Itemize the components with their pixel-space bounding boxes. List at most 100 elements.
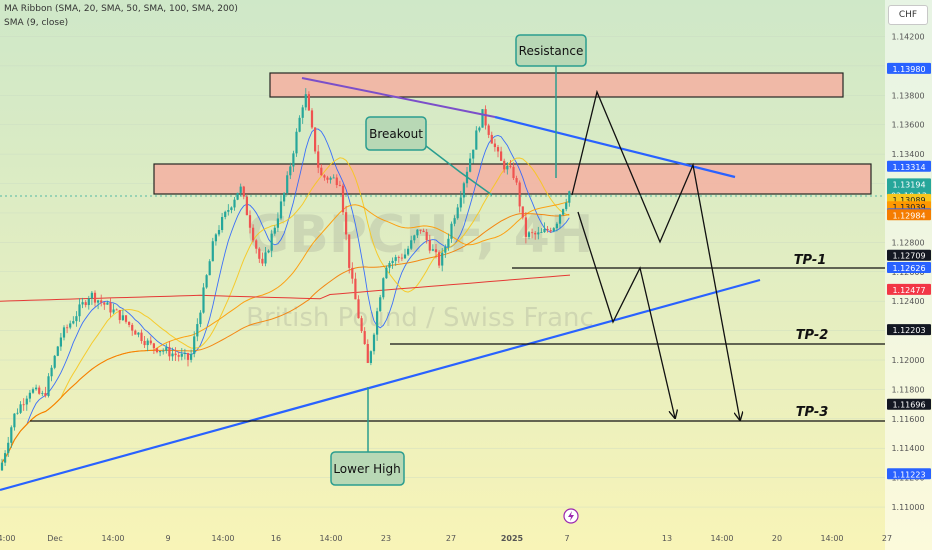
lower-high-callout[interactable]: Lower High <box>330 387 405 486</box>
candle-body <box>357 299 360 319</box>
candle-body <box>162 350 165 352</box>
event-icon[interactable] <box>563 508 579 524</box>
price-tick-label: 1.12000 <box>891 356 924 365</box>
candle-body <box>434 249 438 253</box>
candle-body <box>416 229 419 236</box>
candle-body <box>521 206 524 218</box>
candle-body <box>301 107 304 118</box>
candle-body <box>431 249 434 251</box>
time-tick-label: 14:00 <box>820 534 843 543</box>
candle-body <box>106 302 109 305</box>
candle-body <box>304 94 307 108</box>
candle-body <box>28 392 31 399</box>
candle-body <box>565 202 568 210</box>
candle-body <box>149 340 152 344</box>
candle-body <box>283 193 286 202</box>
candle-body <box>227 210 230 212</box>
indicator-legend-sma[interactable]: SMA (9, close) <box>4 18 69 28</box>
price-tick-label: 1.12400 <box>891 297 924 306</box>
candle-body <box>509 165 512 167</box>
time-tick-label: 14:00 <box>101 534 124 543</box>
time-tick-label: 14:00 <box>710 534 733 543</box>
candle-body <box>81 302 84 305</box>
candle-body <box>90 292 93 299</box>
time-axis[interactable]: 14:00 Dec 14:00 9 14:00 16 14:00 23 27 2025 7 13 14:… <box>0 534 892 543</box>
candle-body <box>183 353 186 355</box>
candle-body <box>456 207 459 219</box>
candle-body <box>177 355 180 357</box>
candle-body <box>261 258 264 264</box>
candle-body <box>450 223 453 239</box>
time-tick-label: Dec <box>47 534 62 543</box>
price-label-badge <box>887 209 931 221</box>
candle-body <box>252 227 255 241</box>
candle-body <box>298 117 301 132</box>
candle-body <box>314 127 317 152</box>
candle-body <box>202 287 205 313</box>
candle-body <box>338 185 341 186</box>
candle-body <box>87 298 90 306</box>
candle-body <box>50 367 53 377</box>
price-label-text: 1.11223 <box>892 470 925 479</box>
candle-body <box>186 353 190 360</box>
candle-body <box>360 318 363 332</box>
candle-body <box>0 462 4 471</box>
resistance-callout[interactable]: Resistance <box>515 34 587 178</box>
candle-body <box>518 182 521 207</box>
candle-body <box>493 143 496 148</box>
price-label-badge <box>887 283 931 295</box>
breakout-callout[interactable]: Breakout <box>365 116 493 196</box>
ascending-trendline[interactable] <box>0 278 761 492</box>
price-tick-label: 1.12800 <box>891 238 924 247</box>
candle-body <box>472 149 475 159</box>
candle-body <box>326 177 329 180</box>
candle-body <box>208 261 211 276</box>
indicator-legend-ribbon[interactable]: MA Ribbon (SMA, 20, SMA, 50, SMA, 100, S… <box>4 4 238 14</box>
candle-body <box>66 327 69 329</box>
candle-body <box>93 292 97 303</box>
candle-body <box>239 186 242 193</box>
candle-body <box>134 330 137 335</box>
candle-body <box>320 167 323 176</box>
price-label-badge <box>887 62 931 74</box>
candle-body <box>112 309 115 313</box>
moving-average-line <box>1 157 570 463</box>
price-label-text: 1.13314 <box>892 163 925 172</box>
candle-body <box>345 212 348 235</box>
candle-body <box>193 336 196 354</box>
candle-body <box>397 257 400 258</box>
candle-body <box>199 312 202 325</box>
candle-body <box>462 183 465 198</box>
price-label-badge <box>887 324 931 336</box>
price-tick-label: 1.11800 <box>891 385 924 394</box>
candle-body <box>276 218 279 228</box>
descending-trendline[interactable] <box>494 115 736 179</box>
price-label-text: 1.12626 <box>892 264 925 273</box>
candle-body <box>230 207 233 211</box>
candle-body <box>478 127 481 131</box>
candle-body <box>540 232 543 233</box>
candle-body <box>279 201 283 219</box>
descending-trendline-purple[interactable] <box>301 77 496 118</box>
price-tick-label: 1.11600 <box>891 415 924 424</box>
candle-body <box>438 252 441 266</box>
currency-button[interactable]: CHF <box>888 5 928 25</box>
candle-body <box>10 427 13 443</box>
candle-body <box>372 334 376 352</box>
candle-body <box>382 278 385 298</box>
watermark-symbol: GBPCHF, 4H <box>247 205 594 265</box>
candle-body <box>447 238 450 247</box>
projection-path-lower <box>577 211 675 418</box>
candle-body <box>13 413 16 428</box>
time-tick-label: 27 <box>446 534 456 543</box>
candle-body <box>323 175 326 178</box>
price-label-badge <box>887 261 931 273</box>
candle-body <box>44 393 47 396</box>
candle-body <box>394 257 397 261</box>
candle-body <box>500 151 503 161</box>
price-tick-label: 1.13600 <box>891 121 924 130</box>
candle-body <box>317 151 320 168</box>
candle-body <box>25 398 28 405</box>
moving-average-line <box>1 213 570 463</box>
